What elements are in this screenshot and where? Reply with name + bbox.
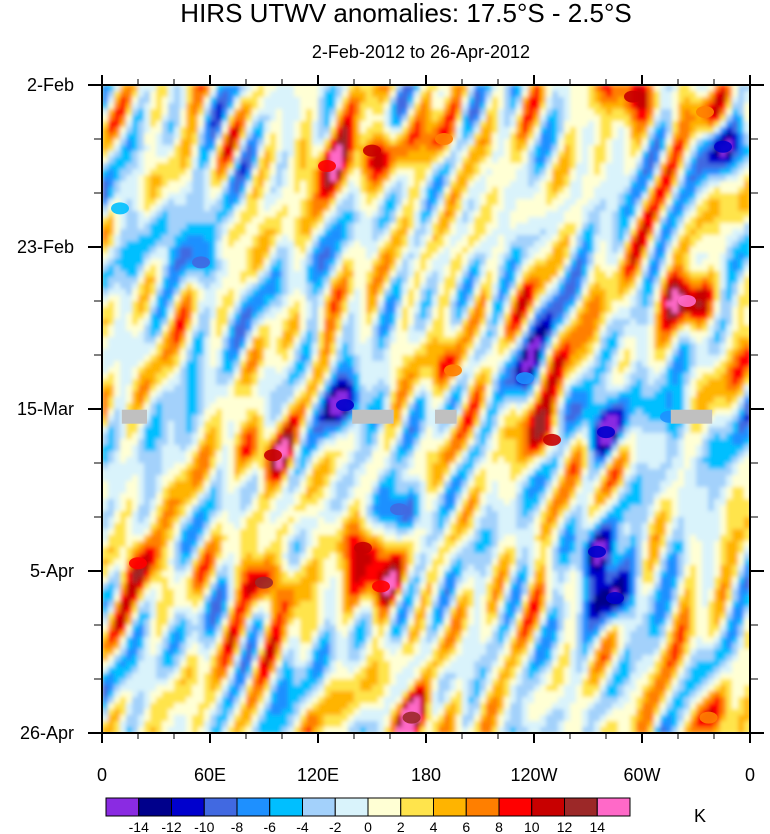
anomaly-feature-5 (678, 295, 696, 307)
anomaly-features (111, 90, 732, 724)
colorbar-label-11: 8 (495, 819, 503, 834)
colorbar-label-10: 6 (462, 819, 470, 834)
colorbar-label-3: -8 (231, 819, 244, 834)
colorbar-swatch-10 (433, 797, 467, 817)
colorbar-swatch-13 (531, 797, 565, 817)
plot-area (102, 85, 750, 733)
x-tick-label-0: 0 (97, 765, 107, 785)
anomaly-feature-14 (435, 133, 453, 145)
colorbar: -14 -12 -10 -8 -6 -4 -2 0 2 4 6 8 10 12 14 K (105, 797, 706, 834)
anomaly-feature-1 (318, 160, 336, 172)
x-tick-label-2: 120E (297, 765, 339, 785)
anomaly-feature-11 (129, 557, 147, 570)
colorbar-label-1: -12 (161, 819, 181, 834)
anomaly-feature-8 (354, 541, 372, 554)
y-tick-label-2: 15-Mar (17, 399, 74, 419)
x-tick-label-6: 0 (745, 765, 755, 785)
colorbar-swatch-0 (105, 797, 140, 817)
anomaly-feature-2 (624, 90, 642, 103)
y-axis: 2-Feb 23-Feb 15-Mar 5-Apr 26-Apr (17, 75, 764, 743)
colorbar-label-4: -6 (264, 819, 277, 834)
colorbar-label-5: -4 (296, 819, 309, 834)
colorbar-label-6: -2 (329, 819, 342, 834)
anomaly-feature-12 (402, 711, 421, 724)
colorbar-label-8: 2 (397, 819, 405, 834)
x-tick-label-1: 60E (194, 765, 226, 785)
colorbar-swatch-3 (203, 797, 238, 817)
colorbar-label-2: -10 (194, 819, 214, 834)
chart-subtitle: 2-Feb-2012 to 26-Apr-2012 (312, 42, 530, 62)
anomaly-feature-24 (111, 202, 129, 215)
colorbar-label-7: 0 (364, 819, 372, 834)
anomaly-feature-23 (516, 372, 534, 385)
y-tick-label-0: 2-Feb (27, 75, 74, 95)
colorbar-swatch-2 (171, 797, 205, 817)
x-axis: 0 60E 120E 180 120W 60W 0 (97, 75, 755, 785)
missing-data-band-1 (352, 409, 394, 424)
x-tick-label-5: 60W (623, 765, 660, 785)
anomaly-feature-18 (597, 426, 615, 439)
colorbar-label-0: -14 (129, 819, 149, 834)
anomaly-feature-16 (336, 399, 354, 412)
missing-data-band-3 (670, 409, 713, 424)
anomaly-feature-10 (255, 576, 273, 589)
anomaly-feature-7 (264, 449, 282, 462)
y-tick-label-1: 23-Feb (17, 237, 74, 257)
anomaly-feature-19 (588, 545, 606, 558)
missing-data-band-2 (435, 409, 457, 424)
colorbar-swatch-6 (302, 797, 336, 817)
anomaly-feature-13 (444, 364, 462, 377)
colorbar-swatch-12 (498, 797, 533, 817)
anomaly-field (102, 85, 750, 733)
colorbar-swatch-1 (138, 797, 172, 817)
anomaly-feature-9 (372, 580, 390, 593)
colorbar-swatch-14 (564, 797, 598, 817)
colorbar-swatch-7 (334, 797, 369, 817)
colorbar-swatch-9 (400, 797, 434, 817)
x-tick-label-3: 180 (411, 765, 441, 785)
colorbar-unit: K (694, 806, 706, 826)
x-tick-label-4: 120W (510, 765, 557, 785)
anomaly-feature-17 (192, 256, 210, 269)
anomaly-feature-15 (699, 711, 718, 724)
colorbar-swatch-11 (465, 797, 500, 817)
anomaly-feature-0 (363, 144, 381, 157)
anomaly-feature-6 (543, 433, 561, 446)
anomaly-feature-20 (606, 592, 624, 604)
colorbar-swatch-4 (236, 797, 271, 817)
colorbar-swatch-8 (367, 797, 402, 817)
missing-data-bands (121, 409, 713, 424)
y-tick-label-3: 5-Apr (30, 561, 74, 581)
anomaly-feature-4 (714, 140, 732, 153)
colorbar-label-9: 4 (430, 819, 438, 834)
missing-data-band-0 (121, 409, 147, 424)
y-tick-label-4: 26-Apr (20, 723, 74, 743)
colorbar-label-12: 10 (524, 819, 540, 834)
colorbar-swatch-15 (596, 797, 631, 817)
colorbar-label-14: 14 (589, 819, 605, 834)
anomaly-feature-21 (390, 503, 408, 516)
anomaly-feature-3 (696, 106, 714, 118)
colorbar-label-13: 12 (557, 819, 573, 834)
colorbar-swatch-5 (269, 797, 303, 817)
chart-title: HIRS UTWV anomalies: 17.5°S - 2.5°S (180, 0, 631, 28)
